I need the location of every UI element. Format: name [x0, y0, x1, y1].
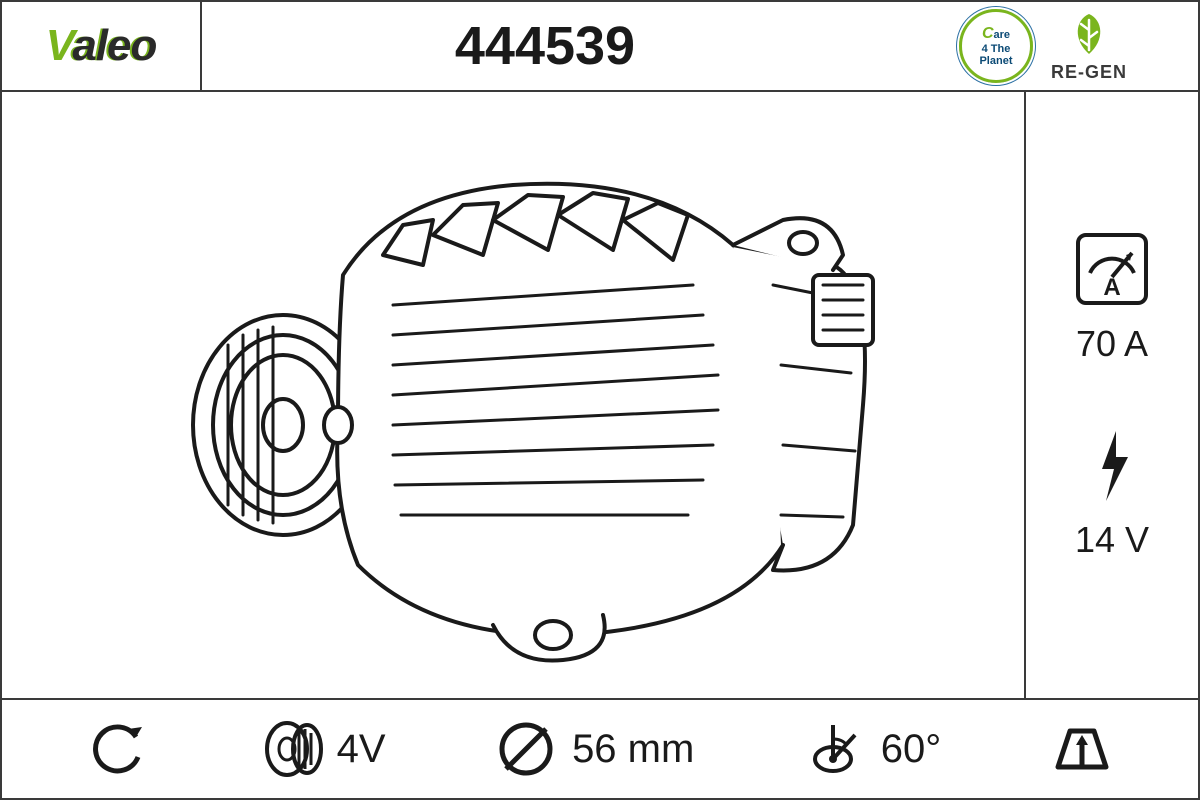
angle-pivot-icon — [803, 717, 867, 781]
amperage-spec: A 70 A — [1072, 229, 1152, 365]
logo-rest: aleo — [72, 21, 156, 70]
voltage-value: 14 V — [1075, 519, 1149, 561]
diameter-icon — [494, 717, 558, 781]
product-drawing-cell — [2, 92, 1024, 698]
ammeter-icon: A — [1072, 229, 1152, 309]
logo-letter-v: V — [46, 21, 73, 70]
grooves-value: 4V — [337, 727, 386, 772]
badges-cell: Care 4 The Planet RE-GEN — [888, 2, 1198, 90]
header-row: Valeo 444539 Care 4 The Planet RE-GEN — [2, 2, 1198, 92]
angle-spec: 60° — [803, 717, 942, 781]
diameter-value: 56 mm — [572, 727, 694, 772]
spec-sheet: Valeo 444539 Care 4 The Planet RE-GEN — [0, 0, 1200, 800]
connector-spec — [1050, 717, 1114, 781]
rotation-spec — [86, 717, 150, 781]
badge-prefix: C — [982, 25, 994, 42]
regen-badge: RE-GEN — [1051, 10, 1127, 83]
lightning-icon — [1072, 425, 1152, 505]
connector-icon — [1050, 717, 1114, 781]
grooves-spec: 4V — [259, 717, 386, 781]
brand-logo-cell: Valeo — [2, 2, 202, 90]
svg-text:A: A — [1103, 274, 1120, 301]
voltage-spec: 14 V — [1072, 425, 1152, 561]
angle-value: 60° — [881, 727, 942, 772]
pulley-icon — [259, 717, 323, 781]
part-number: 444539 — [202, 2, 888, 90]
badge-line1: are — [994, 29, 1011, 41]
amperage-value: 70 A — [1076, 323, 1148, 365]
leaf-icon — [1065, 10, 1113, 58]
badge-line2: 4 The — [982, 43, 1011, 55]
badge-line3: Planet — [979, 55, 1012, 67]
side-specs-column: A 70 A 14 V — [1024, 92, 1198, 698]
rotation-icon — [86, 717, 150, 781]
valeo-logo: Valeo — [46, 21, 157, 71]
regen-label: RE-GEN — [1051, 62, 1127, 83]
footer-row: 4V 56 mm 60° — [2, 700, 1198, 798]
diameter-spec: 56 mm — [494, 717, 694, 781]
care-planet-badge: Care 4 The Planet — [959, 9, 1033, 83]
middle-row: A 70 A 14 V — [2, 92, 1198, 700]
alternator-drawing — [133, 125, 893, 665]
